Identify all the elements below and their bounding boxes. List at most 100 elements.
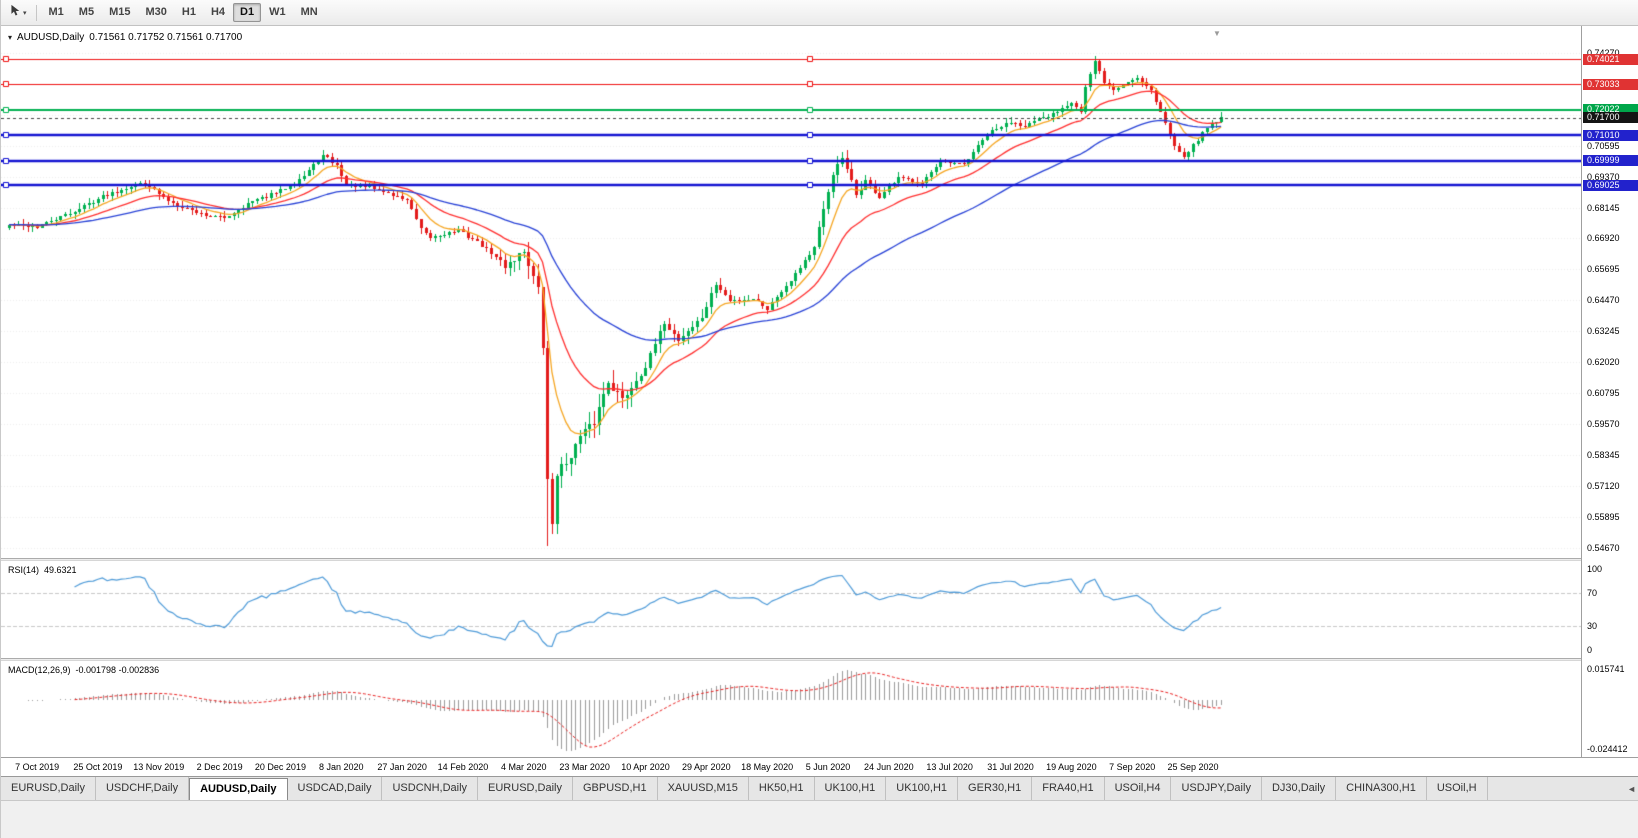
- price-scale-tick: 0.69370: [1587, 171, 1620, 182]
- chart-tabs-bar: EURUSD,Daily USDCHF,Daily AUDUSD,Daily USDC…: [1, 776, 1638, 800]
- macd-values: -0.001798 -0.002836: [75, 665, 160, 675]
- tabbar-scroll-left-icon[interactable]: ◄: [1627, 784, 1636, 794]
- time-scale-label: 24 Jun 2020: [864, 762, 914, 772]
- time-scale-label: 27 Jan 2020: [377, 762, 427, 772]
- time-scale-label: 5 Jun 2020: [805, 762, 851, 772]
- time-scale-label: 14 Feb 2020: [437, 762, 489, 772]
- rsi-scale-tick: 70: [1587, 588, 1598, 599]
- time-scale-label: 25 Oct 2019: [73, 762, 123, 772]
- price-scale-tick: 0.60795: [1587, 388, 1620, 399]
- timeframe-button-w1[interactable]: W1: [269, 6, 286, 18]
- time-scale-label: 20 Dec 2019: [254, 762, 306, 772]
- macd-scale-tick: -0.024412: [1587, 744, 1628, 754]
- one-click-trading-toggle[interactable]: ▾: [8, 33, 13, 42]
- chart-tab-usdcad-daily[interactable]: USDCAD,Daily: [288, 777, 383, 800]
- level-price-badge: 0.69025: [1583, 179, 1638, 191]
- price-chart-canvas[interactable]: [1, 26, 1581, 558]
- rsi-scale-tick: 100: [1587, 564, 1603, 574]
- chart-shift-marker[interactable]: ▼: [1213, 29, 1221, 38]
- current-price-badge: 0.71700: [1583, 112, 1638, 124]
- time-scale[interactable]: 7 Oct 2019 25 Oct 2019 13 Nov 2019 2 Dec 20…: [1, 757, 1638, 776]
- price-scale-tick: 0.65695: [1587, 264, 1620, 275]
- level-price-badge: 0.72022: [1583, 104, 1638, 116]
- price-scale-tick: 0.57120: [1587, 481, 1620, 491]
- rsi-value: 49.6321: [44, 565, 77, 575]
- rsi-scale-tick: 0: [1587, 645, 1593, 655]
- time-scale-label: 8 Jan 2020: [318, 762, 364, 772]
- level-price-badge: 0.73033: [1583, 78, 1638, 90]
- price-scale[interactable]: 0.74270 0.70595 0.69370 0.68145 0.66920 0.656…: [1581, 26, 1638, 757]
- chart-tab-fra40-h1[interactable]: FRA40,H1: [1032, 777, 1105, 800]
- price-scale-tick: 0.55895: [1587, 511, 1620, 522]
- chart-tab-eurusd-daily[interactable]: EURUSD,Daily: [478, 777, 573, 800]
- chart-tab-usoil-h[interactable]: USOil,H: [1427, 777, 1488, 800]
- timeframe-button-m15[interactable]: M15: [109, 6, 131, 18]
- price-scale-tick: 0.74270: [1587, 48, 1620, 58]
- chart-tab-usoil-h4[interactable]: USOil,H4: [1105, 777, 1172, 800]
- price-scale-tick: 0.68145: [1587, 202, 1620, 213]
- macd-name: MACD(12,26,9): [8, 665, 71, 675]
- macd-label: MACD(12,26,9) -0.001798 -0.002836: [8, 665, 159, 675]
- price-scale-tick: 0.58345: [1587, 450, 1620, 461]
- timeframes-toolbar: ▾ M1 M5 M15 M30 H1 H4 D1 W1 MN: [1, 0, 1638, 26]
- price-scale-tick: 0.70595: [1587, 140, 1620, 151]
- level-price-badge: 0.69999: [1583, 155, 1638, 167]
- time-scale-label: 10 Apr 2020: [621, 762, 670, 772]
- chart-tab-uk100-h1[interactable]: UK100,H1: [815, 777, 887, 800]
- chart-tab-gbpusd-h1[interactable]: GBPUSD,H1: [573, 777, 658, 800]
- time-scale-label: 4 Mar 2020: [501, 762, 547, 772]
- time-scale-label: 19 Aug 2020: [1046, 762, 1097, 772]
- chart-tab-uk100-h1[interactable]: UK100,H1: [886, 777, 959, 800]
- chart-title: ▾ AUDUSD,Daily 0.71561 0.71752 0.71561 0…: [8, 32, 242, 43]
- chart-tab-hk50-h1[interactable]: HK50,H1: [749, 777, 815, 800]
- macd-scale-tick: 0.015741: [1587, 664, 1625, 674]
- macd-indicator-canvas[interactable]: [1, 661, 1581, 757]
- chart-ohlc-values: 0.71561 0.71752 0.71561 0.71700: [89, 32, 243, 43]
- chart-tab-usdchf-daily[interactable]: USDCHF,Daily: [96, 777, 190, 800]
- price-scale-tick: 0.54670: [1587, 542, 1620, 553]
- time-scale-label: 31 Jul 2020: [987, 762, 1034, 772]
- time-scale-label: 18 May 2020: [741, 762, 794, 772]
- timeframe-button-h4[interactable]: H4: [210, 6, 226, 18]
- chart-tab-audusd-daily[interactable]: AUDUSD,Daily: [189, 778, 288, 800]
- time-scale-label: 7 Oct 2019: [15, 762, 60, 772]
- timeframe-button-d1[interactable]: D1: [233, 3, 262, 22]
- cursor-tool-button[interactable]: ▾: [5, 2, 31, 24]
- chart-tab-usdcnh-daily[interactable]: USDCNH,Daily: [382, 777, 479, 800]
- time-scale-label: 7 Sep 2020: [1109, 762, 1156, 772]
- price-scale-tick: 0.59570: [1587, 419, 1620, 430]
- timeframe-button-m1[interactable]: M1: [48, 6, 64, 18]
- toolbar-divider: [35, 4, 37, 21]
- pane-separator-rsi[interactable]: [1, 558, 1638, 561]
- chart-tab-china300-h1[interactable]: CHINA300,H1: [1336, 777, 1427, 800]
- time-scale-label: 23 Mar 2020: [559, 762, 610, 772]
- timeframe-button-h1[interactable]: H1: [181, 6, 196, 18]
- level-price-badge: 0.71010: [1583, 129, 1638, 141]
- cursor-tool-icon: [9, 4, 22, 22]
- time-scale-label: 13 Jul 2020: [926, 762, 973, 772]
- time-scale-label: 25 Sep 2020: [1167, 762, 1219, 772]
- timeframe-button-mn[interactable]: MN: [300, 6, 318, 18]
- price-scale-tick: 0.64470: [1587, 295, 1620, 306]
- chart-area: ▾ AUDUSD,Daily 0.71561 0.71752 0.71561 0…: [1, 26, 1638, 776]
- price-scale-tick: 0.66920: [1587, 233, 1620, 244]
- chart-tab-ger30-h1[interactable]: GER30,H1: [958, 777, 1033, 800]
- chart-tab-xauusd-m15[interactable]: XAUUSD,M15: [658, 777, 749, 800]
- rsi-label: RSI(14) 49.6321: [8, 565, 77, 575]
- time-scale-label: 29 Apr 2020: [682, 762, 731, 772]
- time-scale-label: 2 Dec 2019: [196, 762, 243, 772]
- timeframe-button-m30[interactable]: M30: [145, 6, 167, 18]
- pane-separator-macd[interactable]: [1, 658, 1638, 661]
- chart-tab-dj30-daily[interactable]: DJ30,Daily: [1262, 777, 1337, 800]
- timeframe-buttons: M1 M5 M15 M30 H1 H4 D1 W1 MN: [42, 3, 325, 22]
- level-price-badge: 0.74021: [1583, 53, 1638, 65]
- chart-tab-usdjpy-daily[interactable]: USDJPY,Daily: [1171, 777, 1262, 800]
- status-bar: [1, 800, 1638, 838]
- timeframe-button-m5[interactable]: M5: [78, 6, 95, 18]
- time-scale-label: 13 Nov 2019: [133, 762, 185, 772]
- rsi-indicator-canvas[interactable]: [1, 561, 1581, 658]
- price-scale-tick: 0.62020: [1587, 357, 1620, 368]
- rsi-scale-tick: 30: [1587, 620, 1598, 631]
- chart-tab-eurusd-daily[interactable]: EURUSD,Daily: [1, 777, 96, 800]
